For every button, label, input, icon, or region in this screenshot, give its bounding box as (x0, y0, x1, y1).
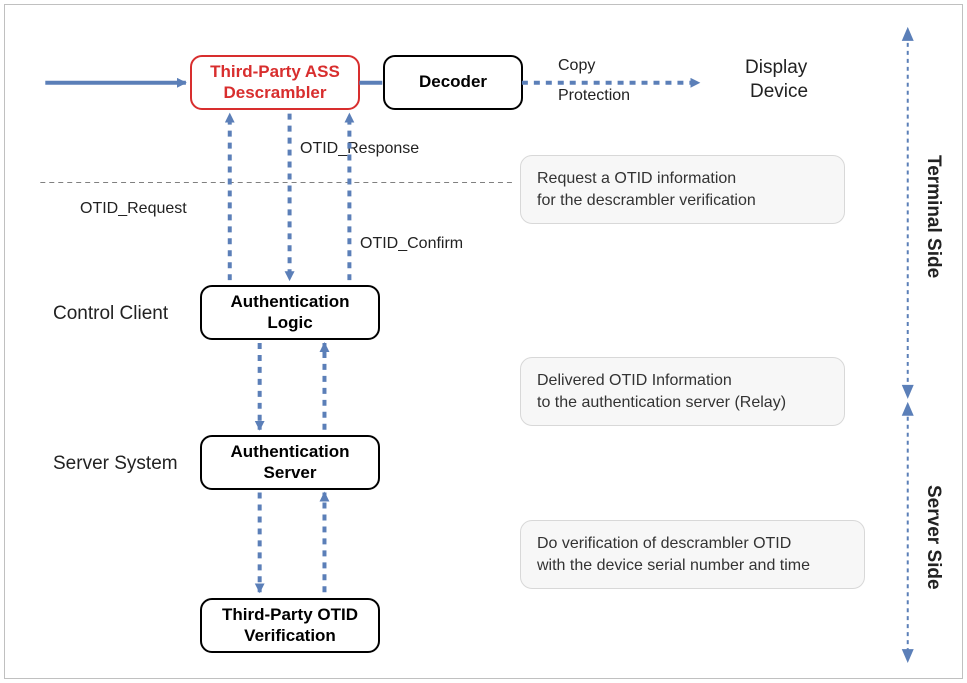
diagram-frame: Third-Party ASSDescrambler Decoder Authe… (4, 4, 963, 679)
note-request: Request a OTID information for the descr… (520, 155, 845, 224)
brace-server-head-top (902, 402, 914, 416)
note-line: Do verification of descrambler OTID (537, 533, 848, 555)
note-verify: Do verification of descrambler OTID with… (520, 520, 865, 589)
note-line: Delivered OTID Information (537, 370, 828, 392)
label-protection: Protection (558, 87, 630, 105)
label-copy: Copy (558, 57, 595, 75)
label-otid-confirm: OTID_Confirm (360, 235, 463, 253)
note-line: with the device serial number and time (537, 555, 848, 577)
brace-terminal-head-top (902, 27, 914, 41)
box-label: AuthenticationLogic (231, 292, 350, 333)
side-label-terminal: Terminal Side (922, 155, 944, 278)
label-server-system: Server System (53, 453, 178, 475)
label-otid-response: OTID_Response (300, 140, 419, 158)
side-label-server: Server Side (922, 485, 944, 590)
box-decoder: Decoder (383, 55, 523, 110)
note-line: for the descrambler verification (537, 190, 828, 212)
box-otid-verification: Third-Party OTIDVerification (200, 598, 380, 653)
brace-server-head-bot (902, 649, 914, 663)
brace-terminal-head-bot (902, 385, 914, 399)
note-line: to the authentication server (Relay) (537, 392, 828, 414)
label-display: Display (745, 57, 807, 79)
note-delivered: Delivered OTID Information to the authen… (520, 357, 845, 426)
box-label: Third-Party ASSDescrambler (210, 62, 340, 103)
box-label: Decoder (419, 72, 487, 92)
box-auth-server: AuthenticationServer (200, 435, 380, 490)
note-line: Request a OTID information (537, 168, 828, 190)
label-control-client: Control Client (53, 303, 168, 325)
box-label: AuthenticationServer (231, 442, 350, 483)
box-descrambler: Third-Party ASSDescrambler (190, 55, 360, 110)
box-auth-logic: AuthenticationLogic (200, 285, 380, 340)
box-label: Third-Party OTIDVerification (222, 605, 358, 646)
label-device: Device (750, 81, 808, 103)
label-otid-request: OTID_Request (80, 200, 187, 218)
